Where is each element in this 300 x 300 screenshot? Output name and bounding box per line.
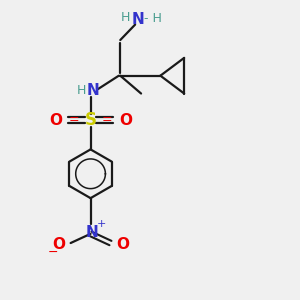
Text: O: O [119,113,132,128]
Text: +: + [97,219,106,229]
Text: O: O [52,237,65,252]
Text: N: N [86,225,98,240]
Text: N: N [131,12,144,27]
Text: S: S [85,111,97,129]
Text: =: = [102,112,112,126]
Text: =: = [69,112,80,126]
Text: O: O [49,113,62,128]
Text: H: H [76,84,86,97]
Text: H: H [121,11,130,24]
Text: −: − [48,245,58,258]
Text: - H: - H [144,12,162,25]
Text: N: N [87,83,99,98]
Text: O: O [116,237,129,252]
